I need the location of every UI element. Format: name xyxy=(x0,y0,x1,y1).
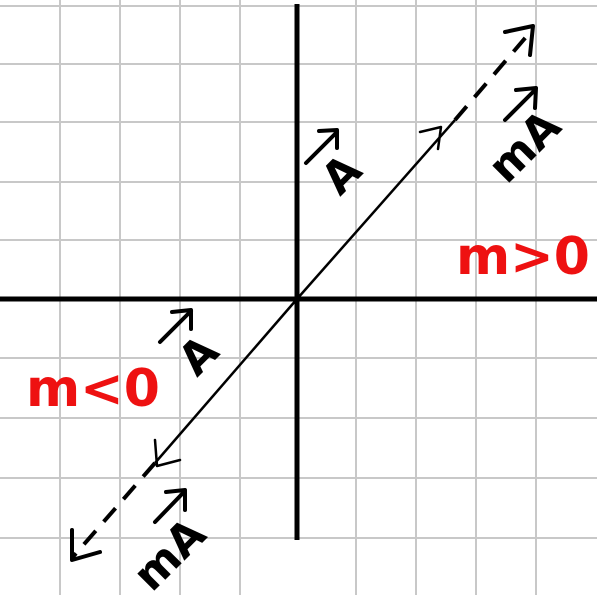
arrowhead-positive-tip xyxy=(503,24,535,57)
vector-line-positive xyxy=(296,119,456,300)
arrowhead-negative-tip xyxy=(70,528,102,562)
label-arrow-mA-upper xyxy=(503,86,538,122)
vector-line-negative xyxy=(154,298,298,464)
label-m-negative: m<0 xyxy=(26,359,160,419)
arrowhead-positive-mid xyxy=(418,125,443,151)
scaled-vector-dashed-negative xyxy=(70,461,157,560)
label-mA-lower: mA xyxy=(123,508,216,595)
scaled-vector-dashed-positive xyxy=(453,28,534,122)
label-arrow-mA-lower xyxy=(153,488,187,524)
label-m-positive: m>0 xyxy=(456,227,590,287)
label-A-lower: A xyxy=(169,326,229,386)
label-A-upper: A xyxy=(312,145,372,205)
arrowhead-negative-mid xyxy=(153,438,182,468)
label-mA-upper: mA xyxy=(478,100,571,193)
label-arrow-A-lower xyxy=(158,308,193,344)
label-arrow-A-upper xyxy=(304,128,339,165)
